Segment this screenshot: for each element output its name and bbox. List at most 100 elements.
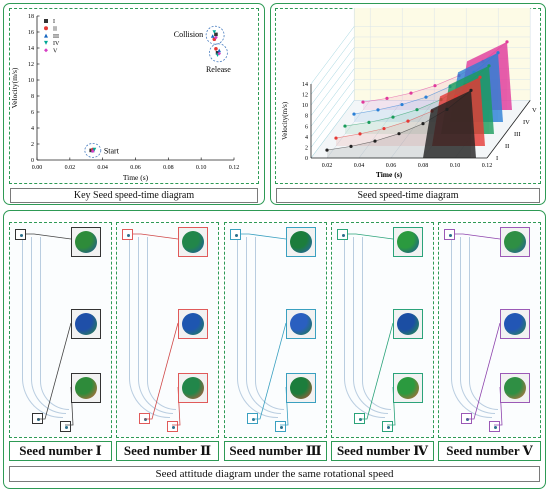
key-speed-chart-panel: 0.00 0.02 0.04 0.06 0.08 0.10 0.12 0 2 4 6 8 10 12 14 1… (3, 3, 265, 205)
x-tick-label: 0.02 (322, 163, 333, 169)
seed-ball-icon (397, 313, 419, 335)
data-point (212, 30, 217, 34)
seed-attitude-caption: Seed attitude diagram under the same rot… (9, 466, 540, 482)
x-tick-label: 0.08 (163, 165, 174, 171)
series-peak (423, 90, 476, 158)
data-point (91, 149, 95, 153)
seed-ball-icon (182, 313, 204, 335)
seed-position-marker (230, 229, 241, 240)
legend-marker (44, 19, 48, 23)
seed-number-label: Seed number Ⅰ (9, 441, 112, 461)
y-tick-label: 14 (302, 82, 308, 88)
seed-position-marker (275, 421, 286, 432)
y-tick-label: 8 (31, 94, 34, 100)
depth-label: V (532, 107, 537, 114)
connector-line (241, 233, 287, 240)
data-point (214, 47, 218, 51)
side-grid-line (310, 36, 355, 95)
side-grid-line (310, 68, 355, 127)
series-point (400, 102, 404, 107)
seed-ball-icon (75, 231, 97, 253)
series-point (409, 91, 413, 95)
seed-ball-icon (504, 313, 526, 335)
series-point (424, 95, 428, 99)
connector-line (144, 322, 179, 420)
y-tick-label: 6 (31, 110, 34, 116)
floor-grid-line (326, 100, 371, 159)
side-grid-line (310, 26, 355, 85)
series-point (397, 132, 401, 136)
seed-column (438, 222, 541, 438)
seed-column (116, 222, 219, 438)
y-tick-label: 14 (28, 46, 34, 52)
seed-zoom-box (500, 227, 530, 257)
seed-zoom-box (286, 373, 316, 403)
connector-line (359, 322, 394, 420)
data-point (215, 51, 220, 55)
x-tick-label: 0.10 (450, 163, 461, 169)
series-point (421, 122, 425, 126)
seed-position-marker (489, 421, 500, 432)
series-point (343, 124, 347, 128)
series-point (373, 139, 377, 143)
key-speed-caption: Key Seed speed-time diagram (10, 188, 258, 203)
data-point (214, 35, 218, 40)
legend-label: IV (53, 41, 60, 47)
y-tick-label: 2 (31, 142, 34, 148)
release-ring (209, 43, 228, 63)
speed-3d-caption: Seed speed-time diagram (276, 188, 540, 203)
x-axis-label: Time (s) (123, 173, 149, 182)
side-grid-line (310, 79, 355, 138)
seed-zoom-box (71, 309, 101, 339)
y-tick-label: 16 (28, 30, 34, 36)
speed-3d-chart-panel: V IV III II I 0.02 0.04 0.06 0.08 0.10 0.12 0 2 4 6 8 10… (270, 3, 546, 205)
x-tick-label: 0.04 (97, 165, 108, 171)
x-axis-label: Time (s) (376, 170, 403, 179)
seed-zoom-box (500, 373, 530, 403)
start-ring (84, 142, 102, 158)
annotation-collision: Collision (174, 30, 203, 39)
y-tick-label: 0 (31, 158, 34, 164)
legend-marker (44, 26, 48, 31)
seed-zoom-box (286, 227, 316, 257)
y-tick-label: 12 (302, 93, 308, 99)
seed-ball-icon (182, 231, 204, 253)
seed-ball-icon (75, 377, 97, 399)
x-tick-label: 0.04 (354, 163, 365, 169)
seed-ball-icon (75, 313, 97, 335)
series-point (433, 84, 437, 88)
legend-marker (44, 40, 48, 45)
connector-line (26, 233, 72, 240)
seed-position-marker (167, 421, 178, 432)
seed-zoom-box (393, 373, 423, 403)
x-tick-label: 0.08 (418, 163, 429, 169)
annotation-start: Start (104, 146, 120, 155)
data-point (217, 51, 222, 56)
seed-number-label: Seed number Ⅴ (438, 441, 541, 461)
seed-zoom-box (286, 309, 316, 339)
seed-position-marker (337, 229, 348, 240)
y-tick-label: 2 (305, 145, 308, 151)
y-tick-label: 4 (305, 135, 308, 141)
series-point (487, 64, 491, 68)
floor-grid-line (390, 100, 435, 159)
series-point (367, 120, 371, 124)
seed-ball-icon (290, 231, 312, 253)
seed-zoom-box (71, 373, 101, 403)
seed-position-marker (122, 229, 133, 240)
y-tick-label: 12 (28, 62, 34, 68)
seed-ball-icon (504, 231, 526, 253)
series-point (334, 136, 338, 140)
x-tick-label: 0.12 (482, 163, 493, 169)
depth-label: III (514, 131, 521, 138)
side-grid-line (310, 89, 355, 148)
seed-position-marker (444, 229, 455, 240)
x-tick-label: 0.02 (65, 165, 76, 171)
seed-ball-icon (290, 313, 312, 335)
data-point (92, 147, 97, 152)
x-tick-label: 0.06 (130, 165, 141, 171)
series-point (376, 108, 380, 112)
y-tick-label: 18 (28, 14, 34, 20)
y-axis-label: Velocity(m/s) (281, 101, 289, 140)
